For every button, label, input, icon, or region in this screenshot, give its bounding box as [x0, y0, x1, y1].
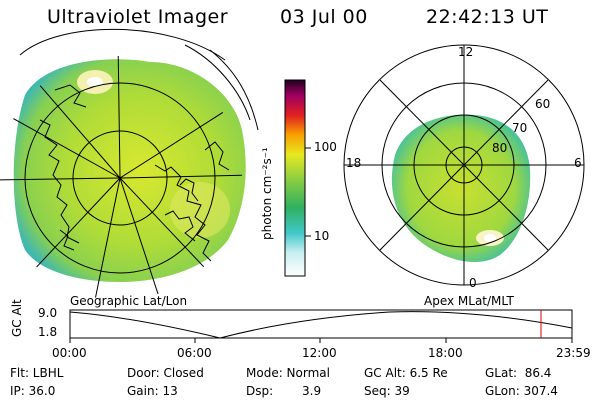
geographic-image — [0, 28, 259, 300]
status-ip: IP: 36.0 — [10, 384, 56, 398]
timeline-xtick-3: 18:00 — [428, 346, 463, 360]
time-label: 22:42:13 UT — [426, 6, 549, 28]
date-label: 03 Jul 00 — [280, 6, 368, 28]
status-glon: GLon: 307.4 — [485, 384, 558, 398]
timeline-ytick-max: 9.0 — [38, 306, 58, 320]
mlt-label-18: 18 — [346, 156, 362, 170]
colorbar-tick-10: 10 — [314, 229, 330, 243]
mlat-label-80: 80 — [492, 141, 508, 155]
timeline-ytick-min: 1.8 — [38, 325, 58, 339]
status-dsp-label: Dsp: — [246, 384, 274, 398]
mlat-label-60: 60 — [535, 97, 551, 111]
colorbar-tick-100: 100 — [314, 140, 337, 154]
right-panel-caption: Apex MLat/MLT — [424, 294, 514, 308]
status-gc-alt: GC Alt: 6.5 Re — [364, 366, 448, 380]
status-mode: Mode: Normal — [246, 366, 330, 380]
mlt-label-0: 0 — [469, 276, 477, 290]
timeline-xtick-2: 12:00 — [302, 346, 337, 360]
mlt-label-12: 12 — [458, 45, 474, 59]
status-door: Door: Closed — [127, 366, 204, 380]
timeline-xtick-1: 06:00 — [177, 346, 212, 360]
color-scale-bar — [284, 79, 311, 277]
status-seq: Seq: 39 — [364, 384, 410, 398]
altitude-timeline — [69, 309, 573, 343]
colorbar-unit-label: photon cm⁻²s⁻¹ — [260, 147, 274, 240]
status-gain: Gain: 13 — [127, 384, 178, 398]
timeline-xtick-4: 23:59 — [556, 346, 591, 360]
left-panel-caption: Geographic Lat/Lon — [70, 294, 188, 308]
mlat-label-70: 70 — [512, 121, 528, 135]
timeline-xtick-0: 00:00 — [52, 346, 87, 360]
imager-title: Ultraviolet Imager — [47, 6, 229, 28]
status-glat: GLat: 86.4 — [485, 366, 552, 380]
magnetic-image — [343, 44, 585, 286]
status-filter: Flt: LBHL — [10, 366, 64, 380]
timeline-ylabel: GC Alt — [10, 299, 24, 337]
status-dsp-value: 3.9 — [302, 384, 322, 398]
mlt-label-6: 6 — [574, 156, 582, 170]
